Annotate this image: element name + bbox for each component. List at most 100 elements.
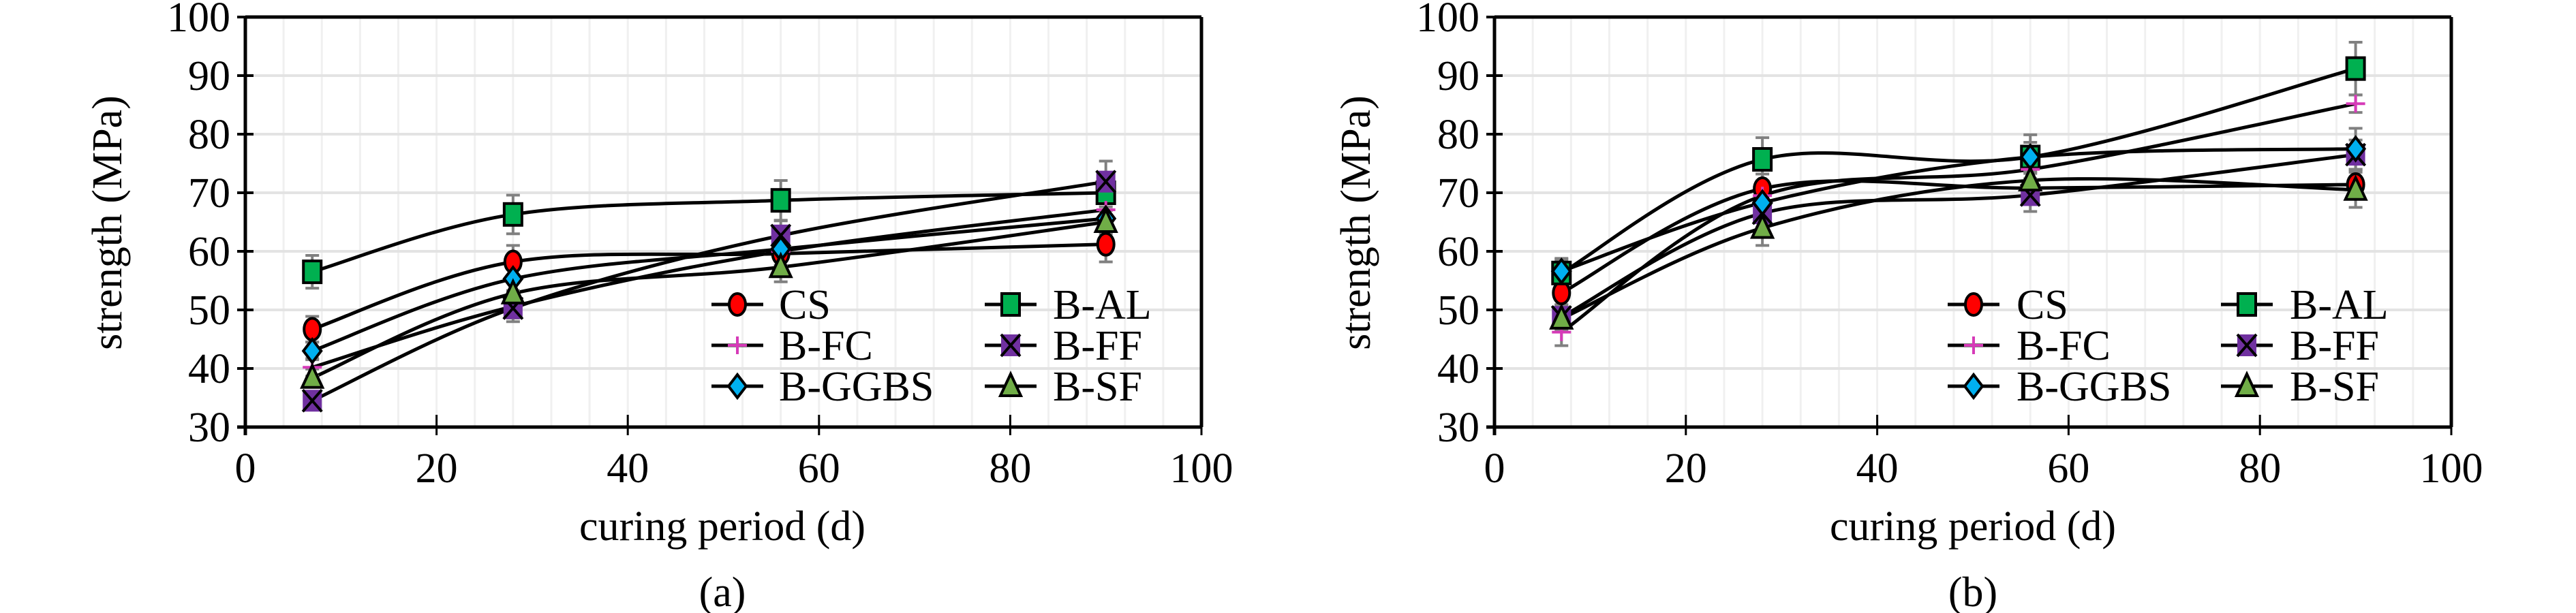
series-line-b-al [1561,67,2357,274]
legend-label: CS [779,282,831,328]
y-axis-title: strength (MPa) [1333,95,1379,350]
x-tick-label: 40 [1856,445,1899,492]
legend-item-cs: CS [1948,282,2068,328]
series-line-b-ggbs [1561,147,2356,273]
marker-b-sf [1749,212,1775,239]
axes [1486,15,2453,435]
x-tick-label: 60 [2047,445,2089,492]
legend-item-b-ff: B-FF [985,323,1142,369]
data-markers [300,170,1118,413]
y-tick-label: 40 [1437,346,1479,392]
y-tick-label: 90 [1437,53,1479,99]
legend-label: B-GGBS [779,364,934,410]
y-tick-label: 50 [1437,287,1479,334]
series-curves [1560,67,2357,334]
legend-label: B-SF [1053,364,1142,410]
legend-item-b-al: B-AL [2221,282,2389,328]
legend-label: CS [2017,282,2068,328]
legend-marker-b-sf [2234,371,2260,397]
marker-b-sf [2343,174,2368,201]
marker-cs [303,317,322,342]
marker-b-ggbs [2345,135,2367,163]
x-axis-title: curing period (d) [579,503,865,550]
y-tick-label: 30 [188,405,230,451]
y-tick-label: 50 [188,287,230,334]
data-markers [1549,56,2368,341]
y-tick-label: 60 [1437,229,1479,275]
x-tick-label: 80 [989,445,1031,492]
legend-marker-b-ggbs [1963,372,1984,400]
marker-b-al [302,260,323,285]
x-tick-label: 20 [416,445,458,492]
y-tick-label: 40 [188,346,230,392]
marker-b-al [770,188,791,213]
legend-marker-cs [728,292,747,317]
chart-panel-a: 30 40 50 60 70 80 90 100 0 20 40 60 80 100 CSB-FCB-G… [85,0,1233,613]
series-line-b-ff [311,180,1107,403]
legend-label: B-GGBS [2017,364,2171,410]
x-tick-label: 100 [1170,445,1233,492]
series-line-b-fc [311,208,1107,369]
x-tick-label: 80 [2239,445,2281,492]
x-tick-label: 60 [798,445,840,492]
marker-b-ggbs [1550,257,1572,285]
y-tick-label: 90 [188,53,230,99]
chart-panel-b: 30 40 50 60 70 80 90 100 0 20 40 60 80 100 CSB-FCB-G… [1333,0,2483,613]
legend-marker-b-fc [1964,336,1983,354]
marker-b-sf [2018,165,2043,191]
marker-cs [1096,232,1116,257]
panel-caption-a: (a) [699,569,746,613]
x-tick-label: 40 [607,445,649,492]
legend: CSB-FCB-GGBS B-ALB-FFB-SF [711,282,1152,410]
legend-marker-b-al [1000,292,1021,317]
legend-marker-b-fc [728,336,747,354]
series-line-b-al [311,191,1106,274]
series-line-b-sf [311,220,1107,380]
legend-item-b-al: B-AL [985,282,1152,328]
legend-marker-b-ggbs [726,372,748,400]
series-line-cs [311,242,1106,331]
legend-label: B-SF [2290,364,2379,410]
legend-item-b-sf: B-SF [2221,364,2379,410]
marker-b-fc [2346,95,2365,113]
legend-item-b-fc: B-FC [711,323,873,369]
marker-b-ff [301,388,323,413]
marker-b-al [2345,56,2366,81]
marker-b-al [502,202,523,227]
marker-b-sf [1549,303,1574,330]
legend-item-b-ggbs: B-GGBS [1948,364,2171,410]
legend-label: B-FC [2017,323,2111,369]
x-tick-label: 0 [235,445,256,492]
legend-marker-b-ff [2236,333,2258,358]
legend-item-b-ff: B-FF [2221,323,2379,369]
legend: CSB-FCB-GGBS B-ALB-FFB-SF [1948,282,2389,410]
legend-label: B-FF [1053,323,1142,369]
legend-marker-b-sf [998,371,1024,397]
gridlines [1494,17,2451,427]
y-tick-label: 100 [167,0,230,41]
legend-label: B-AL [1053,282,1152,328]
marker-b-sf [1093,206,1118,233]
marker-b-ff [1095,170,1117,193]
legend-label: B-AL [2290,282,2389,328]
legend-item-b-sf: B-SF [985,364,1142,410]
y-tick-label: 80 [188,112,230,158]
legend-label: B-FF [2290,323,2379,369]
series-line-b-ff [1561,153,2356,319]
y-tick-label: 70 [1437,170,1479,217]
legend-label: B-FC [779,323,873,369]
marker-b-sf [300,362,325,389]
legend-marker-b-ff [1000,333,1022,358]
y-tick-label: 80 [1437,112,1479,158]
y-tick-label: 60 [188,229,230,275]
legend-item-b-fc: B-FC [1948,323,2111,369]
x-tick-labels: 0 20 40 60 80 100 [1484,445,2483,492]
y-tick-labels: 30 40 50 60 70 80 90 100 [167,0,230,451]
y-tick-labels: 30 40 50 60 70 80 90 100 [1416,0,1479,451]
series-curves [311,180,1107,403]
marker-cs [1552,281,1571,306]
y-axis-title: strength (MPa) [85,95,131,350]
x-tick-label: 100 [2420,445,2483,492]
panel-caption-b: (b) [1948,569,1997,613]
